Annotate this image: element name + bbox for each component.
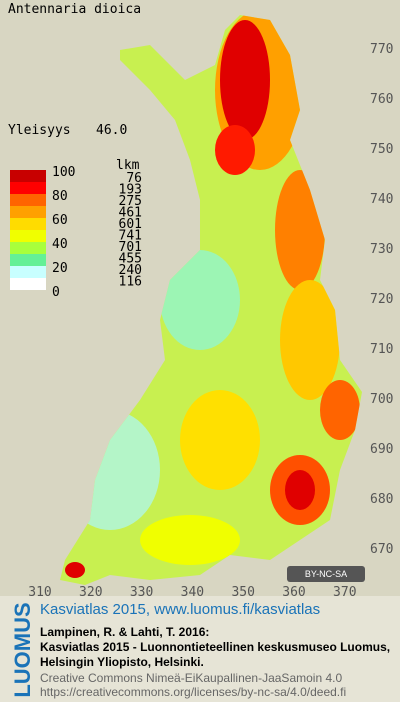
y-coordinate-label: 730 [370,242,393,257]
frequency-label: Yleisyys [8,123,71,138]
footer-heading: Kasviatlas 2015, www.luomus.fi/kasviatla… [40,601,320,618]
legend-scale-label: 60 [52,213,68,228]
footer-bg [0,596,400,702]
legend-count: 193 [119,183,142,198]
legend-count: 741 [119,229,142,244]
y-coordinate-label: 720 [370,292,393,307]
license-line: https://creativecommons.org/licenses/by-… [40,685,346,699]
legend-scale-label: 20 [52,261,68,276]
legend-scale-label: 80 [52,189,68,204]
legend-scale-label: 100 [52,165,75,180]
legend-swatch [10,254,46,266]
citation-line: Lampinen, R. & Lahti, T. 2016: [40,625,209,639]
legend-count: 116 [119,275,142,290]
species-title: Antennaria dioica [8,2,141,17]
legend-swatch [10,230,46,242]
legend-swatch [10,206,46,218]
legend-count: 601 [119,217,142,232]
y-coordinate-label: 690 [370,442,393,457]
license-line: Creative Commons Nimeä-EiKaupallinen-Jaa… [40,671,342,685]
legend-swatch [10,194,46,206]
legend-count: 455 [119,252,142,267]
legend-count: 240 [119,263,142,278]
legend-swatch [10,218,46,230]
logo: LUOMUS [10,602,35,697]
legend-swatch [10,182,46,194]
x-coordinate-label: 350 [231,585,254,600]
frequency-value: 46.0 [96,123,127,138]
y-coordinate-label: 740 [370,192,393,207]
legend-swatch [10,170,46,182]
legend-count: 461 [119,206,142,221]
y-coordinate-label: 700 [370,392,393,407]
legend-swatch [10,278,46,290]
legend-scale-label: 40 [52,237,68,252]
y-coordinate-label: 760 [370,92,393,107]
x-coordinate-label: 310 [28,585,51,600]
citation-line: Kasviatlas 2015 - Luonnontieteellinen ke… [40,640,390,654]
citation-line: Helsingin Yliopisto, Helsinki. [40,655,204,669]
license-badge-box [287,566,365,582]
x-coordinate-label: 320 [79,585,102,600]
legend-count: 275 [119,194,142,209]
y-coordinate-label: 670 [370,542,393,557]
legend-swatch [10,242,46,254]
x-coordinate-label: 330 [130,585,153,600]
legend-swatch [10,266,46,278]
x-coordinate-label: 340 [181,585,204,600]
y-coordinate-label: 680 [370,492,393,507]
finland-map [60,15,362,585]
license-badge: BY-NC-SA [305,569,347,579]
x-coordinate-label: 360 [282,585,305,600]
y-coordinate-label: 710 [370,342,393,357]
count-header: lkm [116,158,140,173]
legend-count: 701 [119,240,142,255]
y-coordinate-label: 770 [370,42,393,57]
legend-count: 76 [126,171,142,186]
legend-scale-label: 0 [52,285,60,300]
x-coordinate-label: 370 [333,585,356,600]
y-coordinate-label: 750 [370,142,393,157]
